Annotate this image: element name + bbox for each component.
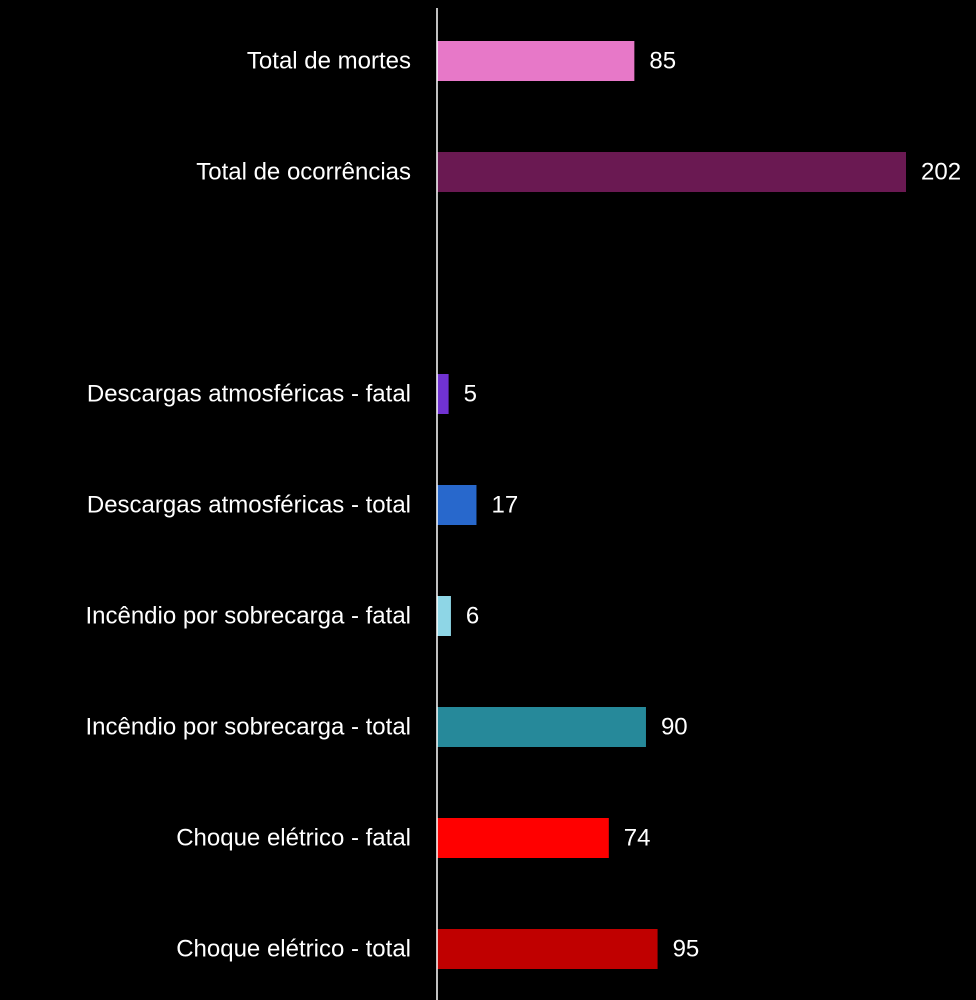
bar [437,818,609,858]
value-label: 202 [921,158,961,185]
bar [437,152,906,192]
category-label: Incêndio por sobrecarga - fatal [85,602,411,629]
category-label: Total de ocorrências [196,158,411,185]
category-label: Incêndio por sobrecarga - total [85,713,411,740]
value-label: 95 [673,935,700,962]
category-label: Descargas atmosféricas - fatal [87,380,411,407]
category-label: Total de mortes [247,47,411,74]
value-label: 17 [491,491,518,518]
value-label: 5 [464,380,477,407]
bar [437,929,658,969]
category-label: Choque elétrico - total [176,935,411,962]
bar [437,707,646,747]
category-label: Choque elétrico - fatal [176,824,411,851]
bar [437,596,451,636]
value-label: 6 [466,602,479,629]
bar [437,485,477,525]
value-label: 74 [624,824,651,851]
value-label: 85 [649,47,676,74]
category-label: Descargas atmosféricas - total [87,491,411,518]
bar [437,374,449,414]
value-label: 90 [661,713,688,740]
bar [437,41,635,81]
